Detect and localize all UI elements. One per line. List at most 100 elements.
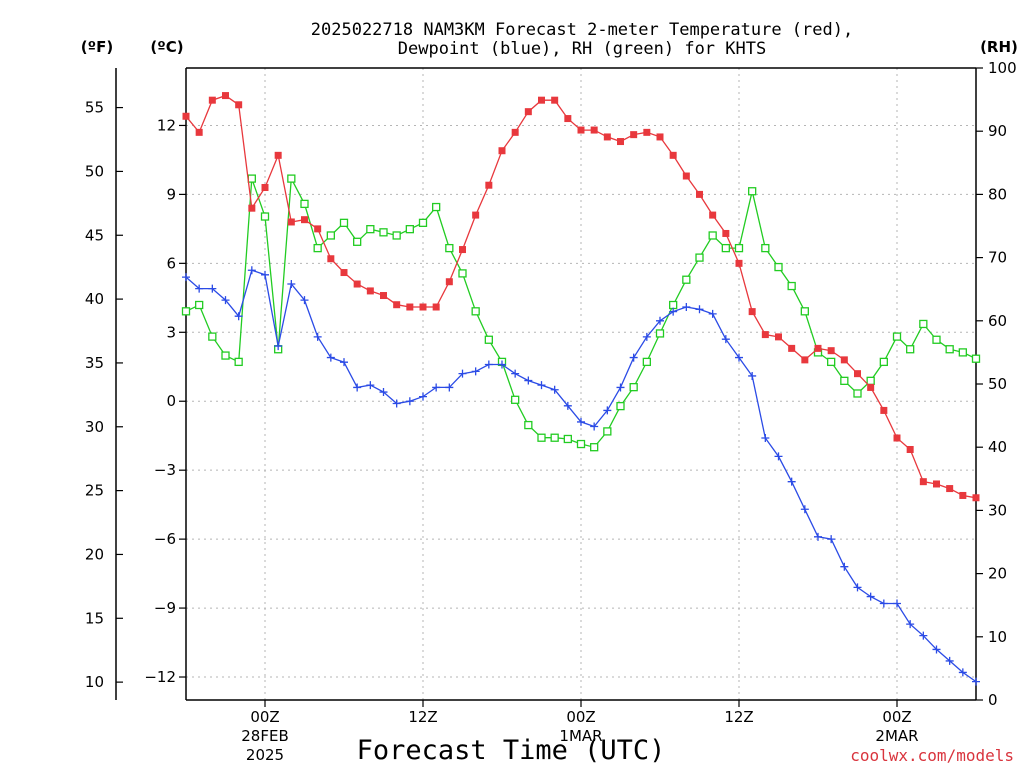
celsius-tick-label: 3	[166, 323, 176, 341]
rh-point	[919, 319, 928, 329]
celsius-tick-label: −3	[154, 461, 176, 479]
rh-point	[287, 174, 296, 183]
temperature-point	[498, 147, 506, 155]
temperature-point	[208, 96, 216, 104]
dewpoint-point	[392, 399, 401, 408]
temperature-point	[854, 370, 861, 378]
rh-point	[484, 335, 493, 344]
rh-point	[695, 253, 704, 262]
rh-point	[471, 307, 480, 316]
temperature-point	[735, 259, 743, 267]
dewpoint-point	[919, 631, 928, 640]
dewpoint-point	[300, 296, 309, 305]
rh-point	[260, 212, 270, 221]
temperature-point	[353, 280, 361, 288]
dewpoint-point	[893, 599, 901, 608]
dewpoint-point	[642, 332, 651, 341]
x-tick-label: 12Z	[408, 708, 437, 726]
dewpoint-point	[866, 592, 875, 601]
temperature-point	[248, 204, 256, 212]
dewpoint-point	[590, 422, 599, 431]
dewpoint-point	[945, 656, 954, 665]
rh-point	[550, 433, 559, 442]
x-tick-label: 00Z	[566, 708, 595, 726]
temperature-point	[445, 278, 453, 286]
fahrenheit-tick-label: 20	[85, 545, 104, 563]
dewpoint-point	[234, 312, 243, 321]
series-layer	[181, 92, 981, 686]
temperature-point	[669, 151, 677, 159]
dewpoint-point	[261, 270, 269, 279]
x-axis-title: Forecast Time (UTC)	[357, 735, 666, 766]
rh-point	[655, 329, 665, 338]
celsius-tick-label: 9	[166, 185, 176, 203]
rh-point	[616, 401, 625, 411]
temperature-point	[682, 172, 690, 180]
temperature-point	[222, 92, 229, 100]
rh-point	[603, 427, 612, 436]
dewpoint-point	[379, 388, 388, 397]
temperature-point	[577, 126, 585, 134]
dewpoint-point	[550, 385, 559, 394]
rh-point	[945, 345, 954, 354]
temperature-point	[182, 112, 190, 120]
rh-point	[511, 395, 520, 404]
rh-tick-label: 0	[988, 691, 998, 709]
celsius-unit-label: (ºC)	[150, 38, 183, 56]
rh-point	[563, 434, 572, 444]
fahrenheit-tick-label: 50	[85, 162, 104, 180]
rh-point	[971, 354, 981, 363]
temperature-point	[603, 133, 611, 141]
rh-tick-label: 20	[988, 565, 1007, 583]
x-tick-date-label: 2MAR	[875, 727, 918, 745]
temperature-point	[880, 406, 888, 414]
dewpoint-point	[208, 284, 217, 293]
rh-tick-label: 60	[988, 312, 1007, 330]
dewpoint-point	[853, 583, 862, 592]
fahrenheit-tick-label: 15	[85, 609, 104, 627]
rh-point	[866, 376, 875, 385]
dewpoint-point	[787, 477, 796, 486]
dewpoint-point	[814, 532, 822, 541]
rh-point	[379, 228, 388, 237]
rh-tick-label: 40	[988, 438, 1007, 456]
dewpoint-point	[972, 677, 980, 686]
rh-point	[195, 300, 204, 310]
temperature-point	[287, 218, 295, 226]
dewpoint-point	[695, 305, 704, 314]
temperature-point	[393, 301, 401, 309]
dewpoint-point	[405, 397, 414, 406]
rh-point	[524, 420, 533, 430]
dewpoint-point	[616, 383, 625, 392]
temperature-point	[406, 303, 414, 311]
rh-point	[458, 269, 467, 278]
rh-point	[418, 218, 428, 227]
rh-tick-label: 70	[988, 249, 1007, 267]
rh-point	[445, 243, 454, 253]
dewpoint-point	[761, 434, 770, 443]
rh-point	[958, 348, 967, 357]
temperature-point	[590, 126, 598, 134]
dewpoint-point	[735, 353, 743, 362]
rh-tick-label: 100	[988, 59, 1017, 77]
x-tick-label: 00Z	[882, 708, 911, 726]
celsius-tick-label: 6	[166, 254, 176, 272]
rh-point	[208, 332, 217, 341]
dewpoint-point	[340, 358, 348, 367]
chart-title-line1: 2025022718 NAM3KM Forecast 2-meter Tempe…	[311, 20, 853, 40]
temperature-point	[933, 480, 940, 488]
temperature-point	[840, 356, 848, 364]
temperature-point	[617, 138, 624, 146]
temperature-point	[919, 478, 927, 486]
temperature-point	[906, 445, 914, 453]
rh-point	[576, 439, 586, 449]
dewpoint-point	[669, 307, 678, 316]
rh-tick-label: 90	[988, 122, 1007, 140]
fahrenheit-tick-label: 35	[85, 354, 104, 372]
credit-text: coolwx.com/models	[850, 746, 1014, 765]
celsius-tick-label: 0	[166, 392, 176, 410]
dewpoint-point	[524, 376, 533, 385]
temperature-point	[775, 333, 782, 341]
fahrenheit-tick-label: 55	[85, 99, 104, 117]
temperature-point	[274, 151, 282, 159]
